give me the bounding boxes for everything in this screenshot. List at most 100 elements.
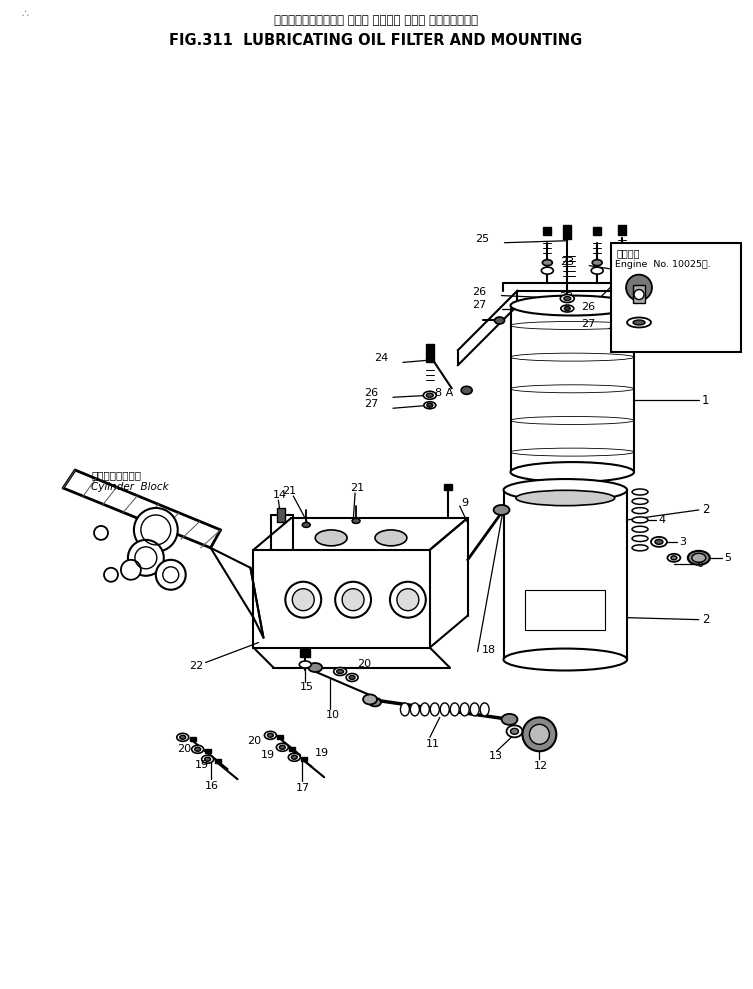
Text: Engine  No. 10025～.: Engine No. 10025～.: [615, 260, 711, 269]
Text: 27: 27: [472, 300, 486, 310]
Ellipse shape: [424, 402, 436, 408]
Ellipse shape: [561, 305, 574, 312]
Ellipse shape: [516, 491, 614, 505]
Circle shape: [335, 582, 371, 618]
Bar: [618, 225, 626, 234]
Ellipse shape: [460, 703, 469, 716]
Bar: [633, 285, 645, 303]
Ellipse shape: [615, 264, 629, 272]
Ellipse shape: [591, 267, 603, 274]
Bar: [593, 226, 601, 234]
Text: 21: 21: [282, 486, 297, 496]
Text: 2: 2: [702, 613, 709, 626]
Text: 23: 23: [560, 257, 575, 267]
Ellipse shape: [504, 649, 627, 671]
Ellipse shape: [420, 703, 429, 716]
Ellipse shape: [375, 530, 407, 546]
Bar: [544, 226, 551, 234]
Ellipse shape: [363, 694, 377, 704]
Ellipse shape: [346, 674, 358, 681]
Ellipse shape: [542, 260, 553, 266]
Bar: [563, 225, 572, 238]
Ellipse shape: [180, 736, 186, 740]
Circle shape: [128, 540, 164, 576]
Ellipse shape: [501, 714, 517, 725]
Ellipse shape: [299, 661, 311, 668]
Ellipse shape: [279, 746, 285, 750]
Ellipse shape: [541, 267, 553, 274]
Ellipse shape: [633, 320, 645, 325]
Circle shape: [104, 568, 118, 582]
Ellipse shape: [192, 746, 203, 754]
Circle shape: [134, 508, 178, 552]
Text: ルーブリケーティング オイル フィルタ および マウンティング: ルーブリケーティング オイル フィルタ および マウンティング: [274, 15, 478, 28]
Ellipse shape: [276, 744, 288, 752]
Bar: [611, 242, 741, 352]
Bar: [301, 758, 307, 762]
Ellipse shape: [427, 404, 433, 407]
Ellipse shape: [316, 530, 347, 546]
Ellipse shape: [615, 271, 629, 279]
Text: 16: 16: [205, 781, 218, 791]
Circle shape: [292, 588, 314, 610]
Ellipse shape: [426, 394, 433, 398]
Text: 27: 27: [581, 319, 595, 329]
Ellipse shape: [655, 539, 663, 544]
Bar: [300, 649, 310, 657]
Ellipse shape: [632, 498, 648, 504]
Circle shape: [626, 275, 652, 301]
Text: 適用号番: 適用号番: [616, 247, 639, 258]
Ellipse shape: [632, 489, 648, 495]
Text: 20: 20: [248, 736, 261, 747]
Text: 19: 19: [316, 749, 329, 759]
Text: 19: 19: [195, 761, 209, 770]
Ellipse shape: [401, 703, 410, 716]
Ellipse shape: [564, 307, 570, 311]
Text: 26: 26: [472, 287, 486, 297]
Text: 4: 4: [658, 515, 665, 525]
Ellipse shape: [202, 756, 214, 764]
Text: 15: 15: [300, 682, 314, 692]
Bar: [526, 589, 605, 630]
Text: 17: 17: [296, 783, 310, 793]
Bar: [277, 508, 285, 522]
Ellipse shape: [337, 670, 343, 674]
Ellipse shape: [511, 462, 634, 482]
Circle shape: [523, 717, 556, 752]
Text: 21: 21: [350, 483, 364, 494]
Ellipse shape: [430, 703, 439, 716]
Ellipse shape: [651, 537, 667, 547]
Circle shape: [285, 582, 322, 618]
Text: 12: 12: [533, 762, 547, 771]
Text: 14: 14: [273, 490, 286, 500]
Ellipse shape: [480, 703, 489, 716]
Ellipse shape: [410, 703, 419, 716]
Ellipse shape: [632, 545, 648, 551]
Ellipse shape: [291, 756, 297, 760]
Text: シリンダブロック: シリンダブロック: [91, 470, 141, 480]
Ellipse shape: [671, 556, 677, 560]
Bar: [289, 748, 295, 752]
Bar: [277, 736, 283, 740]
Circle shape: [121, 560, 141, 580]
Bar: [444, 484, 452, 490]
Bar: [190, 738, 196, 742]
Circle shape: [529, 724, 550, 745]
Text: 13: 13: [489, 752, 502, 762]
Ellipse shape: [504, 479, 627, 501]
Ellipse shape: [692, 553, 706, 563]
Text: 19: 19: [261, 751, 275, 761]
Ellipse shape: [632, 507, 648, 513]
Text: FIG.311  LUBRICATING OIL FILTER AND MOUNTING: FIG.311 LUBRICATING OIL FILTER AND MOUNT…: [169, 34, 583, 48]
Text: 25: 25: [475, 233, 489, 243]
Text: 18: 18: [482, 645, 495, 655]
Ellipse shape: [450, 703, 459, 716]
Ellipse shape: [349, 675, 355, 679]
Text: 6: 6: [696, 559, 703, 569]
Text: 2: 2: [702, 503, 709, 516]
Ellipse shape: [632, 517, 648, 523]
Text: 27: 27: [364, 400, 378, 409]
Ellipse shape: [369, 698, 381, 706]
Text: 9: 9: [462, 498, 469, 508]
Text: 20: 20: [177, 745, 191, 755]
